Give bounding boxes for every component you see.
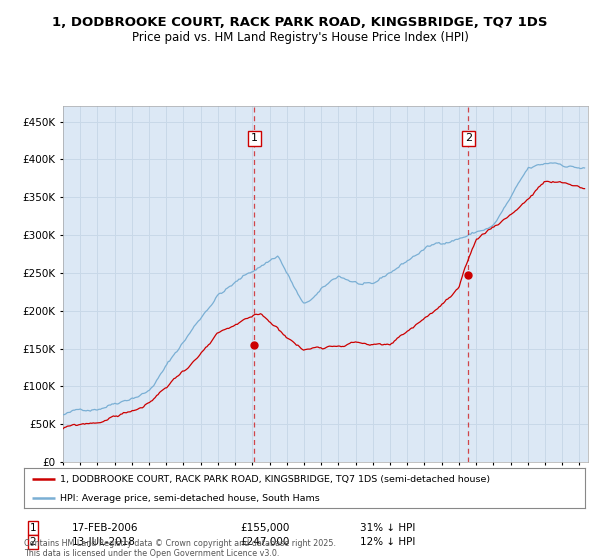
Text: 1, DODBROOKE COURT, RACK PARK ROAD, KINGSBRIDGE, TQ7 1DS (semi-detached house): 1, DODBROOKE COURT, RACK PARK ROAD, KING… [61,475,491,484]
Text: 1: 1 [251,133,258,143]
Text: 31% ↓ HPI: 31% ↓ HPI [360,523,415,533]
Text: 13-JUL-2018: 13-JUL-2018 [72,537,136,547]
Text: 1, DODBROOKE COURT, RACK PARK ROAD, KINGSBRIDGE, TQ7 1DS: 1, DODBROOKE COURT, RACK PARK ROAD, KING… [52,16,548,29]
Text: Contains HM Land Registry data © Crown copyright and database right 2025.
This d: Contains HM Land Registry data © Crown c… [24,539,336,558]
Text: 2: 2 [29,537,37,547]
Text: £247,000: £247,000 [240,537,289,547]
Text: 1: 1 [29,523,37,533]
Text: HPI: Average price, semi-detached house, South Hams: HPI: Average price, semi-detached house,… [61,494,320,503]
Text: 17-FEB-2006: 17-FEB-2006 [72,523,139,533]
Text: 2: 2 [464,133,472,143]
Text: 12% ↓ HPI: 12% ↓ HPI [360,537,415,547]
Text: £155,000: £155,000 [240,523,289,533]
Text: Price paid vs. HM Land Registry's House Price Index (HPI): Price paid vs. HM Land Registry's House … [131,31,469,44]
